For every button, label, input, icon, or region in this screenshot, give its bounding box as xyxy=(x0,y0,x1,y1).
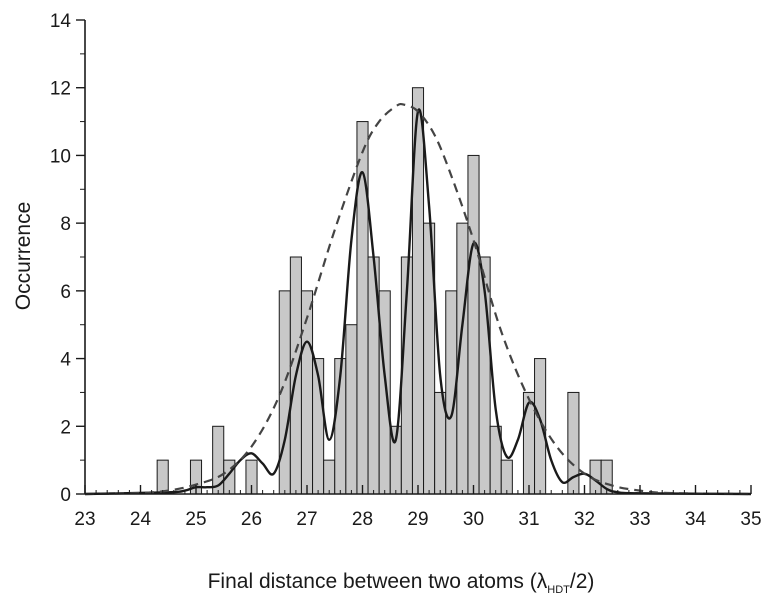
x-tick-label: 26 xyxy=(241,509,262,530)
x-tick-label: 23 xyxy=(74,509,95,530)
histogram-bar xyxy=(212,425,225,495)
gaussian-fit-curve xyxy=(84,102,752,496)
x-axis-title-prefix: Final distance between two atoms ( xyxy=(208,570,537,593)
smoothed-distribution-curve xyxy=(84,108,752,496)
histogram-bar xyxy=(522,391,536,495)
y-axis-ticks: 0 2 4 6 8 10 12 14 xyxy=(50,11,85,506)
y-tick-label: 6 xyxy=(60,282,71,303)
histogram-bar xyxy=(467,154,480,495)
x-tick-label: 33 xyxy=(629,509,650,530)
y-tick-label: 10 xyxy=(50,146,71,167)
x-tick-label: 34 xyxy=(685,509,707,530)
x-tick-label: 28 xyxy=(352,509,373,530)
x-axis-title-suffix: /2) xyxy=(570,570,595,593)
x-tick-label: 35 xyxy=(740,509,761,530)
x-tick-label: 25 xyxy=(185,509,206,530)
x-tick-label: 32 xyxy=(574,509,595,530)
y-tick-label: 12 xyxy=(50,79,71,100)
y-axis-title: Occurrence xyxy=(12,202,35,311)
y-tick-label: 2 xyxy=(60,417,71,438)
x-tick-label: 27 xyxy=(296,509,317,530)
x-tick-label: 24 xyxy=(130,509,152,530)
histogram-bar xyxy=(156,459,169,495)
x-tick-label: 30 xyxy=(463,509,484,530)
y-tick-label: 4 xyxy=(60,350,71,371)
histogram-bar xyxy=(323,459,336,495)
histogram-bar xyxy=(378,290,391,495)
y-tick-label: 0 xyxy=(60,485,71,506)
y-tick-label: 8 xyxy=(60,214,71,235)
x-axis-ticks: 23 24 25 26 27 28 29 30 31 32 33 34 35 xyxy=(74,485,762,530)
histogram-bar xyxy=(500,459,513,495)
fit-curves xyxy=(84,102,752,496)
y-tick-label: 14 xyxy=(50,11,72,32)
lambda-symbol: λ xyxy=(537,570,548,593)
x-tick-label: 31 xyxy=(518,509,539,530)
histogram-bar xyxy=(345,324,358,495)
x-tick-label: 29 xyxy=(407,509,428,530)
x-axis-title-subscript: HDT xyxy=(547,584,570,596)
x-axis-title: Final distance between two atoms (λHDT/2… xyxy=(208,570,595,596)
